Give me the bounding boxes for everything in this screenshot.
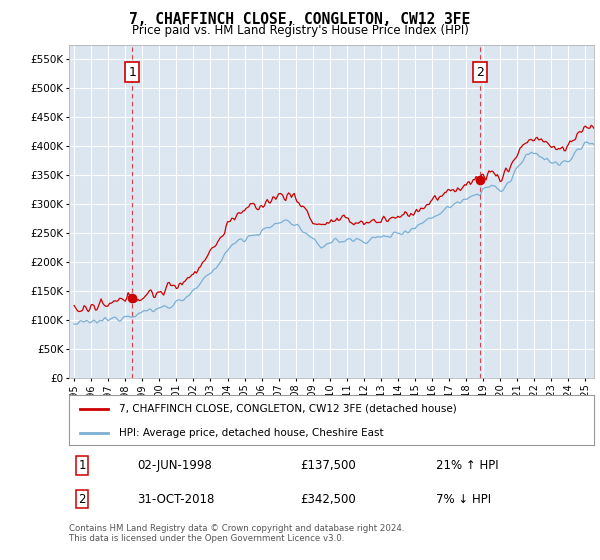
Text: £137,500: £137,500 [300, 459, 356, 472]
Text: 7, CHAFFINCH CLOSE, CONGLETON, CW12 3FE (detached house): 7, CHAFFINCH CLOSE, CONGLETON, CW12 3FE … [119, 404, 457, 414]
Text: 1: 1 [128, 66, 136, 78]
Text: £342,500: £342,500 [300, 493, 356, 506]
Text: 2: 2 [79, 493, 86, 506]
Text: 1: 1 [79, 459, 86, 472]
Text: HPI: Average price, detached house, Cheshire East: HPI: Average price, detached house, Ches… [119, 428, 383, 437]
Text: Contains HM Land Registry data © Crown copyright and database right 2024.
This d: Contains HM Land Registry data © Crown c… [69, 524, 404, 543]
Text: 31-OCT-2018: 31-OCT-2018 [137, 493, 215, 506]
Text: Price paid vs. HM Land Registry's House Price Index (HPI): Price paid vs. HM Land Registry's House … [131, 24, 469, 36]
Text: 21% ↑ HPI: 21% ↑ HPI [437, 459, 499, 472]
Text: 02-JUN-1998: 02-JUN-1998 [137, 459, 212, 472]
Text: 7, CHAFFINCH CLOSE, CONGLETON, CW12 3FE: 7, CHAFFINCH CLOSE, CONGLETON, CW12 3FE [130, 12, 470, 27]
Text: 2: 2 [476, 66, 484, 78]
Text: 7% ↓ HPI: 7% ↓ HPI [437, 493, 491, 506]
